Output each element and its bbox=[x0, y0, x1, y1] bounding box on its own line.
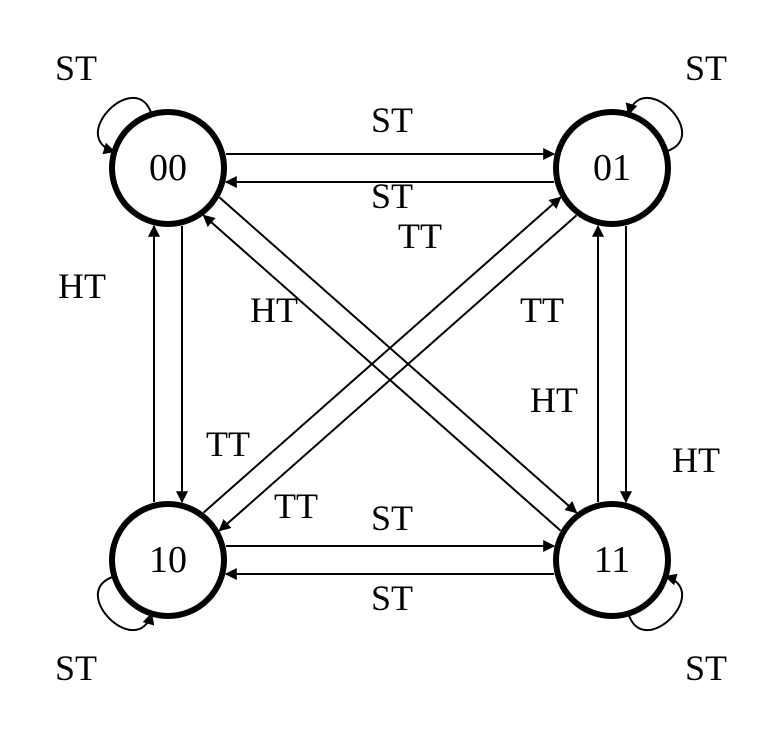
self-loop-n01 bbox=[628, 98, 682, 152]
edge-label: TT bbox=[520, 290, 564, 330]
edge-n01-n10 bbox=[219, 215, 576, 530]
edge-label: ST bbox=[371, 176, 413, 216]
edge-label: ST bbox=[371, 100, 413, 140]
edge-n10-n01 bbox=[204, 197, 561, 512]
extra-label: HT bbox=[530, 380, 578, 420]
edge-n11-n00 bbox=[204, 215, 561, 530]
edge-label: ST bbox=[371, 498, 413, 538]
state-node-10: 10 bbox=[112, 504, 224, 616]
state-diagram: ST ST ST ST HT TT HT TT TT TT HT ST ST ST ST HT 00 01 10 11 bbox=[0, 0, 771, 734]
state-node-11: 11 bbox=[556, 504, 668, 616]
self-loop-n11 bbox=[628, 576, 682, 630]
edge-label: HT bbox=[250, 290, 298, 330]
state-node-label: 11 bbox=[594, 539, 631, 581]
self-loop-n00 bbox=[98, 98, 152, 152]
edge-label: TT bbox=[206, 424, 250, 464]
self-loop-label: ST bbox=[685, 48, 727, 88]
state-node-01: 01 bbox=[556, 112, 668, 224]
edge-label: TT bbox=[398, 216, 442, 256]
self-loop-label: ST bbox=[55, 648, 97, 688]
self-loop-label: ST bbox=[55, 48, 97, 88]
state-node-label: 10 bbox=[149, 539, 187, 581]
state-node-label: 01 bbox=[593, 147, 631, 189]
state-node-00: 00 bbox=[112, 112, 224, 224]
edge-label: TT bbox=[274, 486, 318, 526]
edge-label: HT bbox=[58, 266, 106, 306]
edge-label: HT bbox=[672, 440, 720, 480]
self-loop-n10 bbox=[98, 576, 152, 630]
self-loop-label: ST bbox=[685, 648, 727, 688]
state-node-label: 00 bbox=[149, 147, 187, 189]
edge-label: ST bbox=[371, 578, 413, 618]
